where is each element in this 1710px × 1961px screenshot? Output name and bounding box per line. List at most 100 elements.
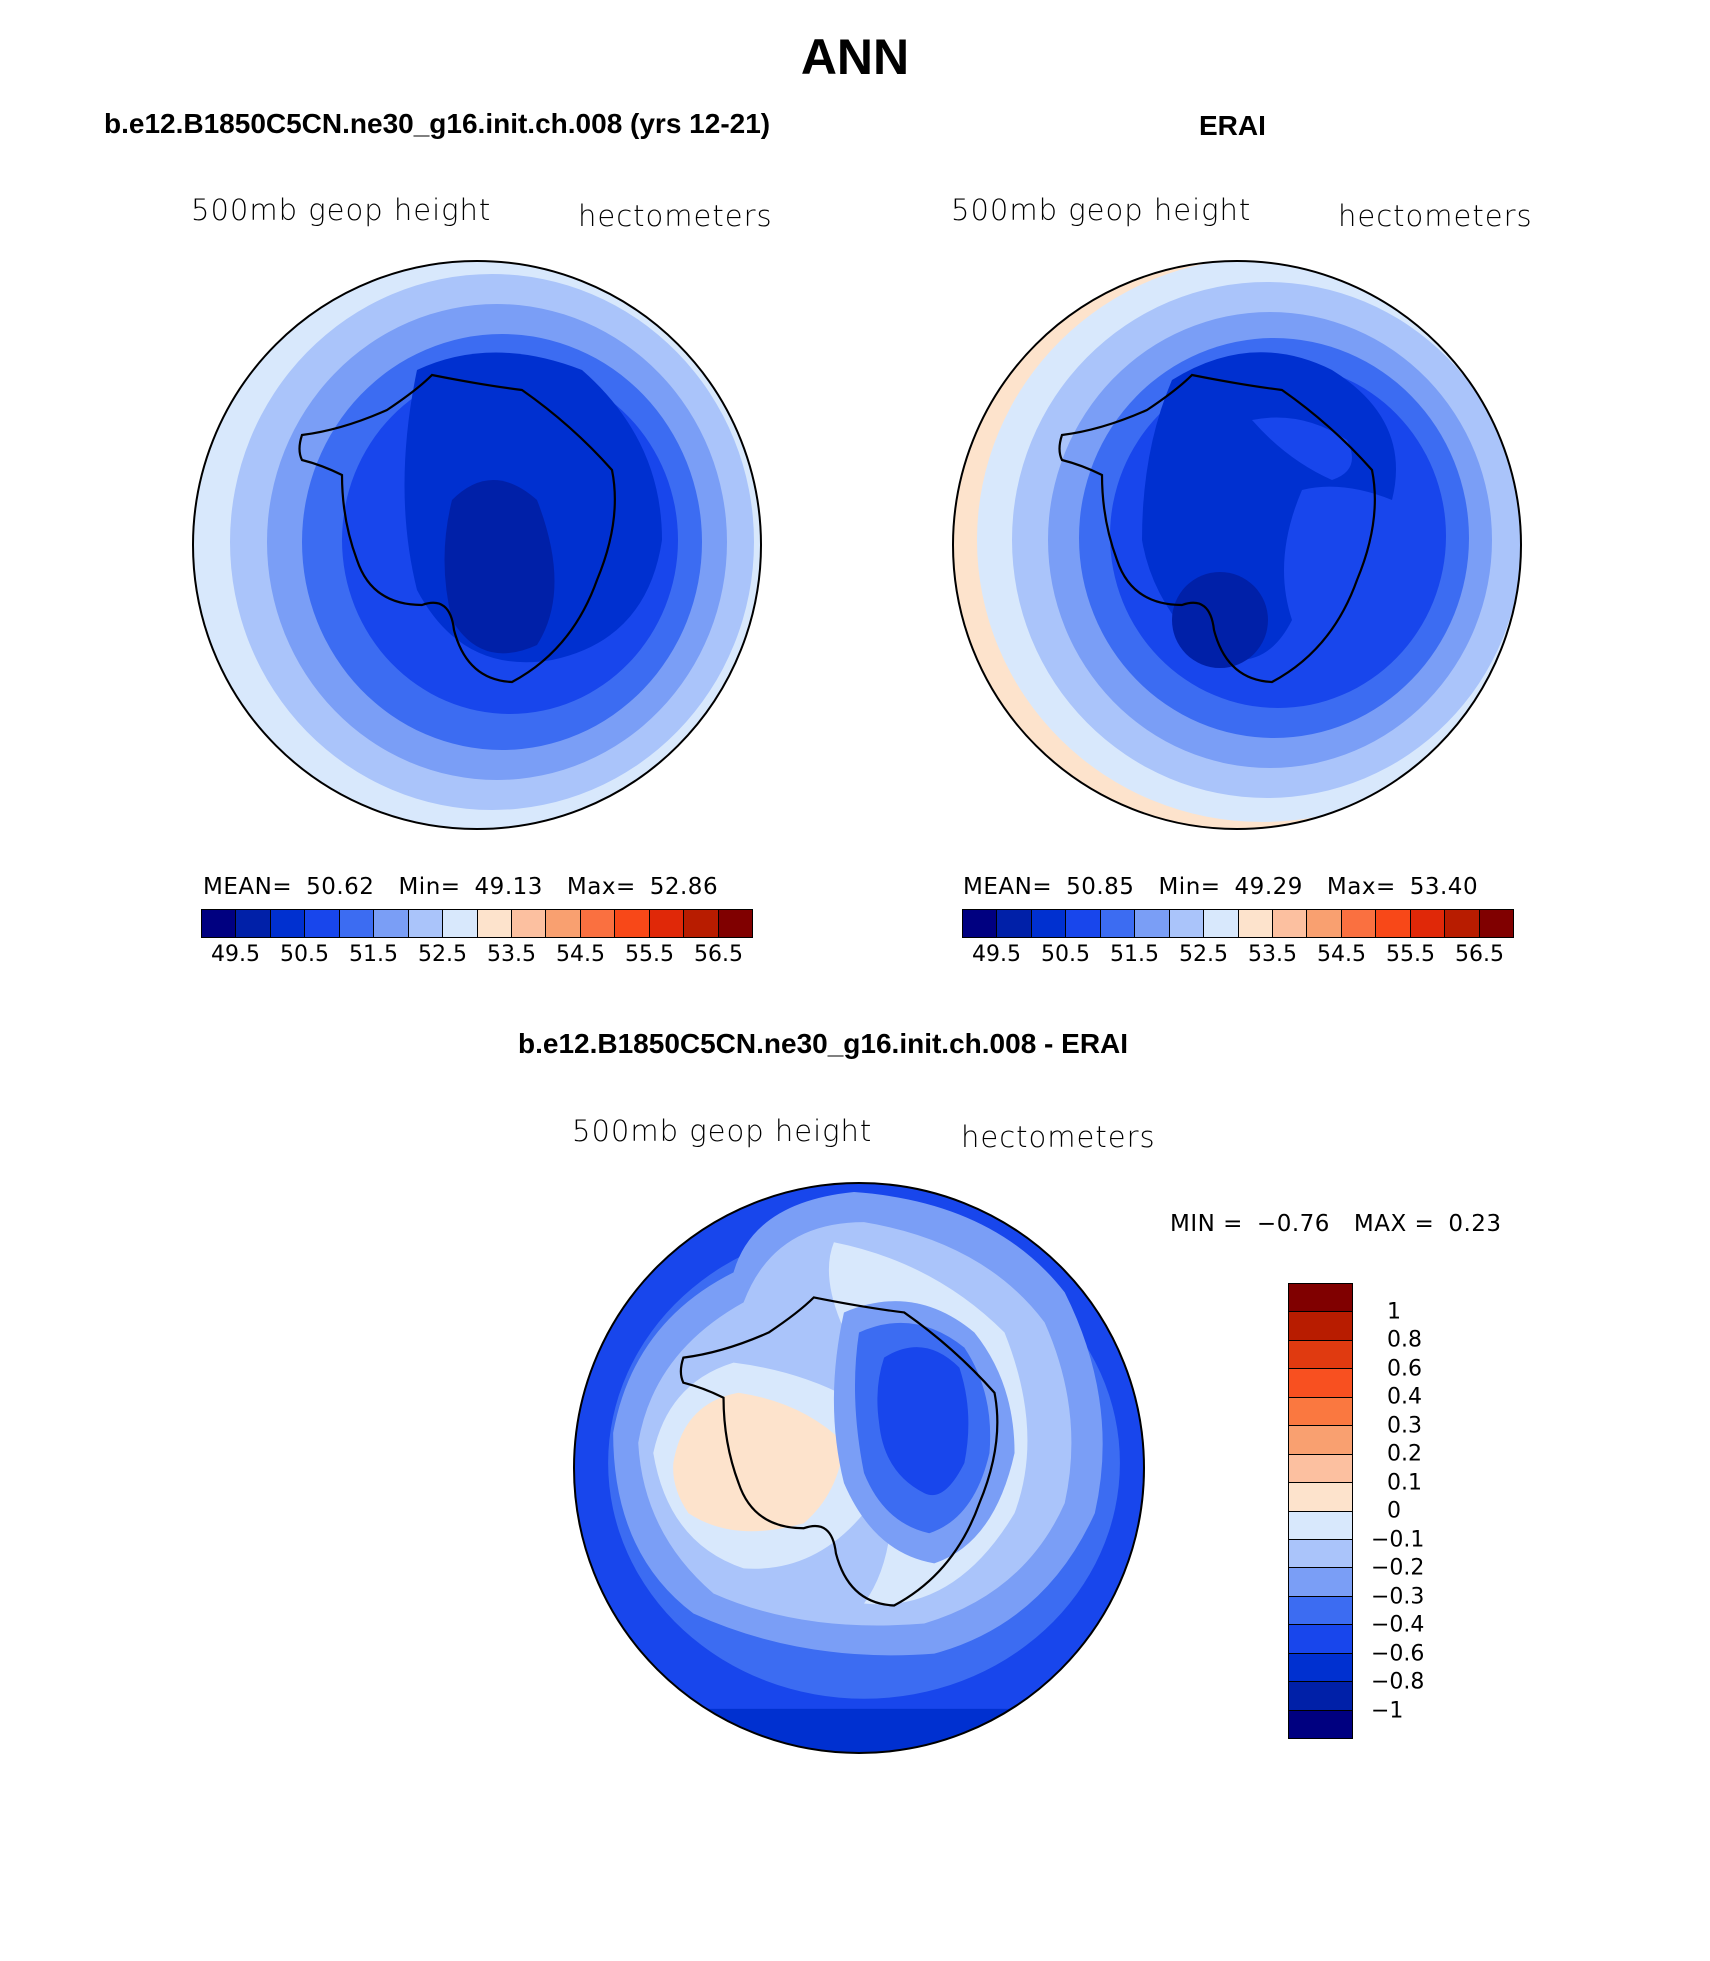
- colorbar-swatch: [339, 910, 375, 937]
- min-label: Min=: [1158, 874, 1221, 900]
- colorbar-tick-label: 0.3: [1387, 1413, 1422, 1438]
- colorbar-swatch: [374, 910, 409, 937]
- colorbar-tick-label: 52.5: [1179, 942, 1228, 967]
- panel-model-units: hectometers: [578, 199, 773, 233]
- colorbar-swatch: [1135, 910, 1170, 937]
- colorbar-tick-label: 50.5: [1041, 942, 1090, 967]
- colorbar-swatch: [1031, 910, 1067, 937]
- panel-obs-colorbar: [962, 909, 1514, 938]
- colorbar-swatch: [1289, 1625, 1352, 1654]
- colorbar-swatch: [443, 910, 478, 937]
- colorbar-swatch: [1341, 910, 1377, 937]
- colorbar-swatch: [1289, 1511, 1352, 1540]
- colorbar-swatch: [1289, 1340, 1352, 1370]
- colorbar-swatch: [615, 910, 650, 937]
- min-label: Min=: [398, 874, 461, 900]
- map-contour-fill: [877, 1347, 969, 1496]
- colorbar-swatch: [1289, 1454, 1352, 1484]
- panel-obs-variable: 500mb geop height: [951, 193, 1252, 227]
- panel-diff-colorbar: [1288, 1283, 1353, 1739]
- min-value: 49.13: [474, 874, 543, 900]
- map-contour-fill: [574, 1708, 1144, 1753]
- colorbar-swatch: [1289, 1596, 1352, 1626]
- colorbar-swatch: [1169, 910, 1205, 937]
- max-value: 53.40: [1409, 874, 1479, 900]
- colorbar-tick-label: 0.4: [1387, 1384, 1422, 1410]
- colorbar-tick-label: −0.4: [1371, 1612, 1425, 1638]
- colorbar-swatch: [580, 910, 616, 937]
- max-label: Max=: [566, 874, 636, 900]
- colorbar-swatch: [1376, 910, 1411, 937]
- colorbar-tick-label: 52.5: [418, 942, 467, 967]
- colorbar-swatch: [718, 910, 752, 937]
- colorbar-swatch: [1100, 910, 1136, 937]
- panel-obs-polar-map: [952, 260, 1522, 830]
- colorbar-swatch: [511, 910, 547, 937]
- antarctica-coastline: [679, 1296, 999, 1607]
- colorbar-tick-label: 1: [1387, 1299, 1401, 1324]
- colorbar-tick-label: 49.5: [972, 942, 1021, 967]
- colorbar-tick-label: 50.5: [280, 942, 329, 967]
- max-value: 52.86: [649, 874, 719, 900]
- colorbar-swatch: [1289, 1284, 1352, 1313]
- panel-obs-stats: MEAN= 50.85 Min= 49.29 Max= 53.40: [963, 874, 1478, 900]
- colorbar-tick-label: −0.2: [1371, 1555, 1425, 1581]
- mean-value: 50.62: [306, 874, 375, 900]
- colorbar-swatch: [684, 910, 719, 937]
- colorbar-swatch: [202, 910, 237, 937]
- max-value: 0.23: [1448, 1211, 1502, 1237]
- colorbar-swatch: [1289, 1483, 1352, 1512]
- colorbar-swatch: [305, 910, 340, 937]
- min-label: MIN =: [1170, 1211, 1243, 1237]
- colorbar-tick-label: −0.1: [1371, 1527, 1425, 1552]
- colorbar-swatch: [1289, 1653, 1352, 1683]
- colorbar-swatch: [1289, 1312, 1352, 1341]
- panel-diff-polar-map: [573, 1182, 1145, 1754]
- colorbar-tick-label: 0.6: [1387, 1356, 1422, 1381]
- colorbar-tick-label: 51.5: [349, 942, 398, 967]
- panel-model-variable: 500mb geop height: [191, 193, 492, 227]
- colorbar-tick-label: −0.6: [1371, 1641, 1425, 1666]
- colorbar-tick-label: 0.1: [1387, 1470, 1422, 1495]
- mean-value: 50.85: [1066, 874, 1135, 900]
- figure-title: ANN: [800, 29, 910, 85]
- mean-label: MEAN=: [203, 874, 293, 900]
- colorbar-tick-label: 56.5: [694, 942, 743, 967]
- map-contour-fill: [444, 480, 555, 654]
- colorbar-tick-label: 53.5: [487, 942, 536, 967]
- colorbar-swatch: [1289, 1397, 1352, 1427]
- colorbar-swatch: [1410, 910, 1446, 937]
- colorbar-swatch: [963, 910, 998, 937]
- panel-diff-units: hectometers: [961, 1120, 1156, 1154]
- map-boundary: [573, 1182, 1145, 1754]
- colorbar-tick-label: 54.5: [1317, 942, 1366, 967]
- panel-diff-stats: MIN = −0.76 MAX = 0.23: [1170, 1211, 1502, 1237]
- panel-model-stats: MEAN= 50.62 Min= 49.13 Max= 52.86: [203, 874, 718, 900]
- colorbar-tick-label: 55.5: [625, 942, 674, 967]
- colorbar-swatch: [997, 910, 1032, 937]
- colorbar-swatch: [1289, 1568, 1352, 1597]
- colorbar-swatch: [270, 910, 306, 937]
- colorbar-swatch: [1272, 910, 1308, 937]
- colorbar-tick-label: −0.3: [1371, 1584, 1425, 1609]
- map-boundary: [192, 260, 762, 830]
- colorbar-swatch: [1289, 1539, 1352, 1569]
- colorbar-tick-label: 51.5: [1110, 942, 1159, 967]
- colorbar-swatch: [1289, 1426, 1352, 1455]
- colorbar-tick-label: 0.8: [1387, 1327, 1422, 1353]
- panel-model-title: b.e12.B1850C5CN.ne30_g16.init.ch.008 (yr…: [104, 108, 771, 139]
- colorbar-tick-label: 54.5: [556, 942, 605, 967]
- colorbar-tick-label: −0.8: [1371, 1669, 1425, 1695]
- colorbar-tick-label: 0: [1387, 1498, 1401, 1524]
- max-label: Max=: [1326, 874, 1396, 900]
- colorbar-swatch: [1289, 1710, 1352, 1738]
- panel-obs-title: ERAI: [1199, 110, 1266, 141]
- colorbar-swatch: [236, 910, 271, 937]
- panel-diff-title: b.e12.B1850C5CN.ne30_g16.init.ch.008 - E…: [518, 1028, 1129, 1059]
- colorbar-swatch: [649, 910, 685, 937]
- colorbar-tick-label: 55.5: [1386, 942, 1435, 967]
- colorbar-tick-label: 0.2: [1387, 1441, 1422, 1467]
- max-label: MAX =: [1353, 1211, 1435, 1237]
- panel-diff-variable: 500mb geop height: [572, 1114, 873, 1148]
- mean-label: MEAN=: [963, 874, 1053, 900]
